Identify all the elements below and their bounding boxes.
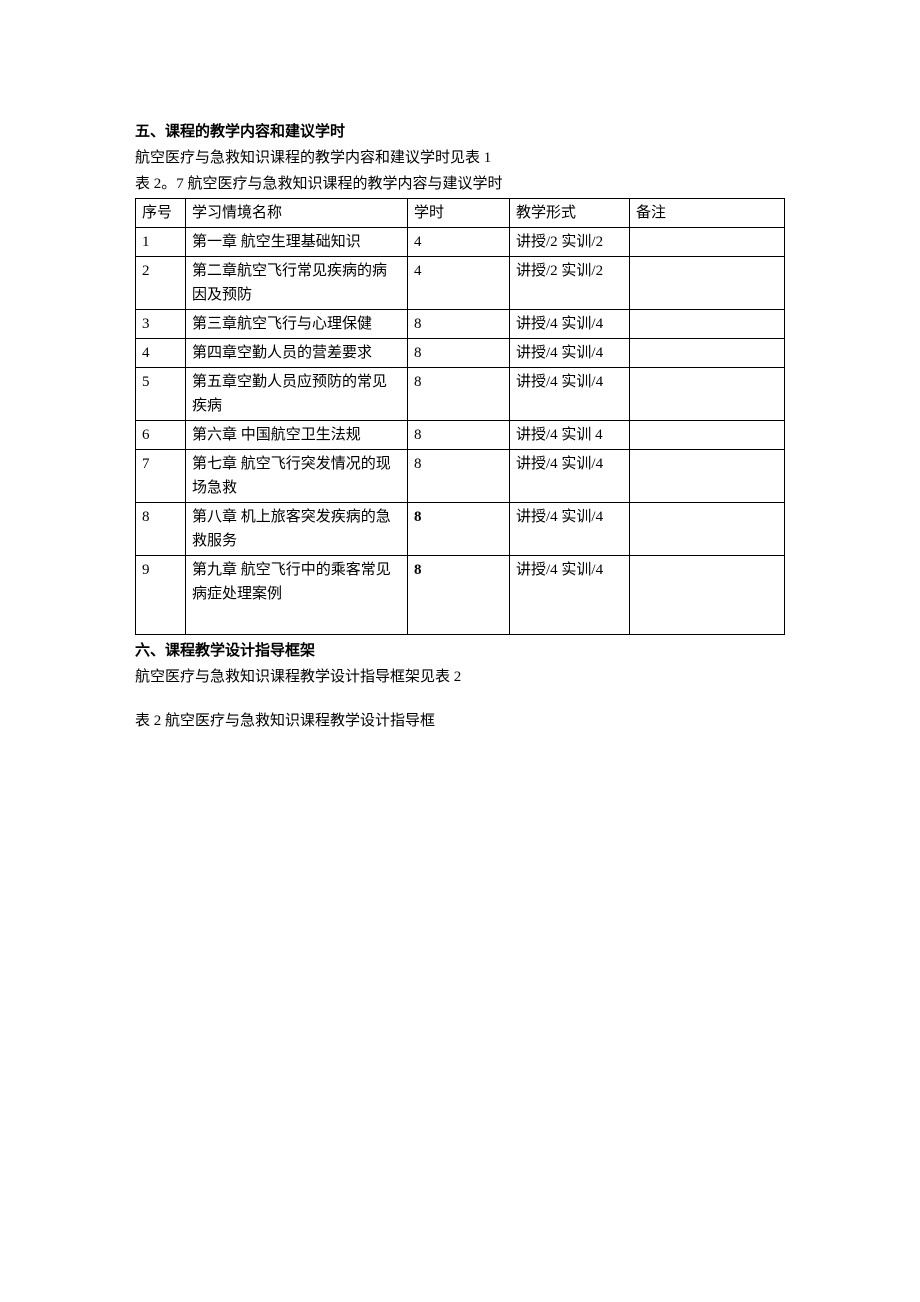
cell-form: 讲授/4 实训/4	[510, 339, 630, 368]
table-row: 7第七章 航空飞行突发情况的现场急救8讲授/4 实训/4	[136, 450, 785, 503]
section-5-heading: 五、课程的教学内容和建议学时	[135, 120, 785, 144]
cell-remark	[630, 257, 785, 310]
table-row: 2第二章航空飞行常见疾病的病因及预防4讲授/2 实训/2	[136, 257, 785, 310]
cell-seq: 2	[136, 257, 186, 310]
table-row: 4第四章空勤人员的营差要求8讲授/4 实训/4	[136, 339, 785, 368]
cell-name: 第一章 航空生理基础知识	[186, 228, 408, 257]
cell-hours: 8	[408, 310, 510, 339]
header-name: 学习情境名称	[186, 199, 408, 228]
cell-seq: 6	[136, 421, 186, 450]
header-remark: 备注	[630, 199, 785, 228]
cell-remark	[630, 228, 785, 257]
table-row: 1第一章 航空生理基础知识4讲授/2 实训/2	[136, 228, 785, 257]
header-seq: 序号	[136, 199, 186, 228]
section-5-intro: 航空医疗与急救知识课程的教学内容和建议学时见表 1	[135, 146, 785, 170]
cell-remark	[630, 368, 785, 421]
cell-remark	[630, 310, 785, 339]
cell-form: 讲授/4 实训/4	[510, 310, 630, 339]
table-row: 8第八章 机上旅客突发疾病的急救服务8讲授/4 实训/4	[136, 503, 785, 556]
cell-name: 第二章航空飞行常见疾病的病因及预防	[186, 257, 408, 310]
cell-name: 第九章 航空飞行中的乘客常见病症处理案例	[186, 556, 408, 635]
table-caption: 表 2。7 航空医疗与急救知识课程的教学内容与建议学时	[135, 172, 785, 196]
cell-form: 讲授/4 实训 4	[510, 421, 630, 450]
cell-form: 讲授/4 实训/4	[510, 503, 630, 556]
cell-name: 第七章 航空飞行突发情况的现场急救	[186, 450, 408, 503]
header-hours: 学时	[408, 199, 510, 228]
table-row: 5第五章空勤人员应预防的常见疾病8讲授/4 实训/4	[136, 368, 785, 421]
cell-seq: 9	[136, 556, 186, 635]
curriculum-table: 序号 学习情境名称 学时 教学形式 备注 1第一章 航空生理基础知识4讲授/2 …	[135, 198, 785, 635]
table-row: 3第三章航空飞行与心理保健8讲授/4 实训/4	[136, 310, 785, 339]
cell-seq: 3	[136, 310, 186, 339]
cell-hours: 8	[408, 503, 510, 556]
cell-seq: 1	[136, 228, 186, 257]
cell-seq: 8	[136, 503, 186, 556]
cell-hours: 4	[408, 228, 510, 257]
header-form: 教学形式	[510, 199, 630, 228]
cell-name: 第三章航空飞行与心理保健	[186, 310, 408, 339]
cell-seq: 4	[136, 339, 186, 368]
table-row: 9第九章 航空飞行中的乘客常见病症处理案例8讲授/4 实训/4	[136, 556, 785, 635]
cell-hours: 8	[408, 368, 510, 421]
cell-name: 第六章 中国航空卫生法规	[186, 421, 408, 450]
cell-hours: 4	[408, 257, 510, 310]
cell-form: 讲授/4 实训/4	[510, 368, 630, 421]
cell-remark	[630, 556, 785, 635]
cell-name: 第四章空勤人员的营差要求	[186, 339, 408, 368]
cell-remark	[630, 503, 785, 556]
table-header-row: 序号 学习情境名称 学时 教学形式 备注	[136, 199, 785, 228]
cell-form: 讲授/4 实训/4	[510, 450, 630, 503]
cell-hours: 8	[408, 339, 510, 368]
cell-form: 讲授/2 实训/2	[510, 228, 630, 257]
table-row: 6第六章 中国航空卫生法规8讲授/4 实训 4	[136, 421, 785, 450]
cell-seq: 5	[136, 368, 186, 421]
cell-form: 讲授/4 实训/4	[510, 556, 630, 635]
cell-remark	[630, 450, 785, 503]
cell-remark	[630, 339, 785, 368]
cell-name: 第五章空勤人员应预防的常见疾病	[186, 368, 408, 421]
section-6-heading: 六、课程教学设计指导框架	[135, 639, 785, 663]
cell-form: 讲授/2 实训/2	[510, 257, 630, 310]
cell-hours: 8	[408, 450, 510, 503]
section-6-intro: 航空医疗与急救知识课程教学设计指导框架见表 2	[135, 665, 785, 689]
cell-hours: 8	[408, 421, 510, 450]
cell-seq: 7	[136, 450, 186, 503]
cell-remark	[630, 421, 785, 450]
cell-hours: 8	[408, 556, 510, 635]
section-6-caption: 表 2 航空医疗与急救知识课程教学设计指导框	[135, 709, 785, 733]
cell-name: 第八章 机上旅客突发疾病的急救服务	[186, 503, 408, 556]
